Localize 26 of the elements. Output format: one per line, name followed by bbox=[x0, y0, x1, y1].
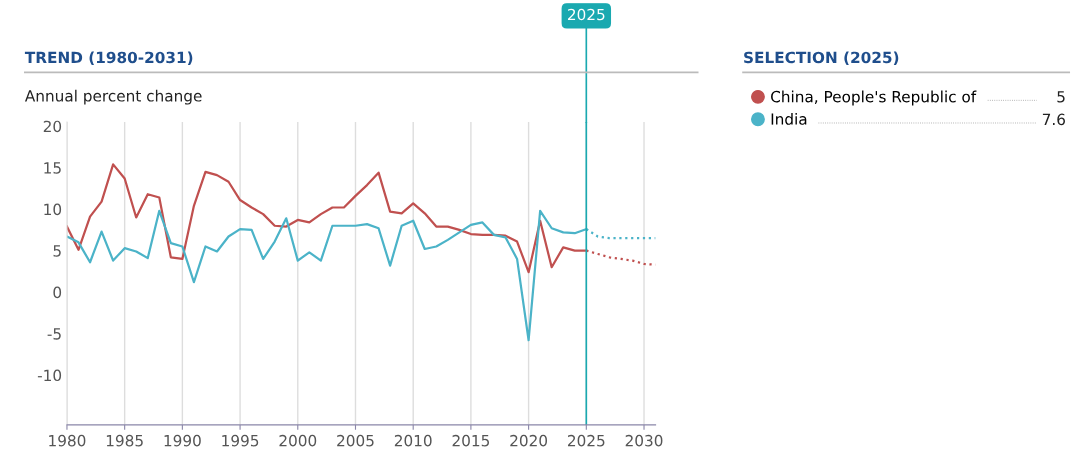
y-tick-label: -5 bbox=[47, 328, 61, 340]
y-tick-label: 10 bbox=[44, 203, 62, 216]
x-tick-label: 2000 bbox=[279, 434, 317, 447]
ref-line-label: 2025 bbox=[567, 8, 605, 21]
x-tick-label: 2015 bbox=[452, 434, 490, 447]
x-tick-label: 1985 bbox=[106, 434, 143, 447]
y-tick-label: 15 bbox=[44, 162, 61, 174]
y-axis-title: Annual percent change bbox=[24, 89, 202, 105]
x-tick-label: 2005 bbox=[337, 434, 374, 447]
y-tick-label: 0 bbox=[53, 286, 62, 299]
x-tick-label: 1980 bbox=[49, 434, 86, 447]
x-tick-label: 2020 bbox=[510, 434, 548, 447]
x-tick-label: 2025 bbox=[567, 434, 605, 447]
x-tick-label: 1995 bbox=[222, 434, 259, 447]
y-tick-label: 5 bbox=[53, 245, 61, 257]
legend-label: China, People's Republic of bbox=[771, 90, 977, 106]
x-tick-label: 2010 bbox=[394, 434, 432, 447]
legend-label: India bbox=[771, 113, 807, 125]
text: 5 bbox=[1057, 91, 1065, 103]
text: 7.6 bbox=[1042, 113, 1065, 126]
y-tick-label: 20 bbox=[43, 120, 62, 133]
chart-title: TREND (1980-2031) bbox=[24, 51, 193, 65]
legend-title: SELECTION (2025) bbox=[744, 51, 899, 65]
x-tick-label: 2030 bbox=[625, 434, 663, 447]
y-tick-label: -10 bbox=[37, 369, 62, 382]
x-tick-label: 1990 bbox=[164, 434, 201, 447]
